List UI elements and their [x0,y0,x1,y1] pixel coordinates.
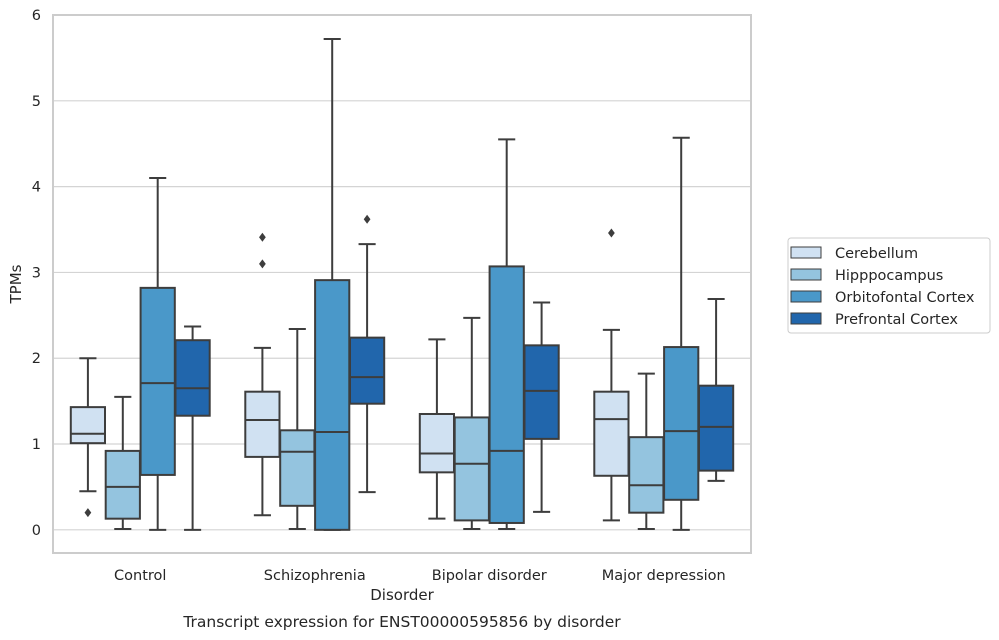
box-body [174,339,211,417]
box-body [314,279,351,531]
x-tick-label: Control [114,568,166,584]
box-orbitofontal-cortex [663,136,700,531]
outlier-point [363,214,371,224]
legend-swatch [790,290,822,303]
x-tick-label: Major depression [602,568,726,584]
box-hipppocampus [628,372,665,530]
box-body [244,390,281,458]
box-prefrontal-cortex [174,325,211,531]
y-tick-label: 3 [32,265,41,281]
box-body [348,336,386,405]
boxes [69,38,735,531]
box-orbitofontal-cortex [139,177,176,531]
legend-label: Prefrontal Cortex [835,312,958,328]
outlier-point [608,228,615,238]
legend-swatch [790,246,822,259]
box-body [418,412,456,474]
box-body [593,390,630,477]
box-prefrontal-cortex [348,214,386,494]
legend-swatch [790,312,822,325]
outlier-point [259,259,266,269]
y-tick-label: 0 [32,523,41,539]
box-cerebellum [69,357,107,518]
y-tick-label: 6 [32,8,41,24]
box-body [697,384,735,472]
legend-label: Cerebellum [835,246,918,262]
x-tick-label: Bipolar disorder [432,568,547,584]
box-orbitofontal-cortex [314,38,351,531]
box-hipppocampus [104,395,141,530]
y-tick-label: 4 [32,180,41,196]
box-prefrontal-cortex [523,301,560,513]
y-tick-label: 5 [32,94,41,110]
box-body [279,429,316,507]
y-axis-label: TPMs [7,264,25,304]
y-tick-label: 1 [32,437,41,453]
chart-caption: Transcript expression for ENST0000059585… [182,613,621,631]
x-tick-label: Schizophrenia [264,568,366,584]
box-body [628,436,665,514]
box-prefrontal-cortex [697,298,735,482]
box-body [139,286,176,476]
box-body [69,406,107,445]
plot-area-frame [52,14,752,554]
box-cerebellum [418,338,456,520]
box-orbitofontal-cortex [488,138,525,530]
x-axis-label: Disorder [370,586,434,604]
outlier-point [259,232,266,242]
box-hipppocampus [279,328,316,530]
x-tick-labels: Control Schizophrenia Bipolar disorder Majo… [114,568,726,584]
legend: Cerebellum Hipppocampus Orbitofontal Corte… [787,237,991,334]
box-body [488,265,525,524]
legend-swatch [790,268,822,281]
legend-frame [787,237,991,334]
legend-label: Orbitofontal Cortex [835,290,975,306]
legend-label: Hipppocampus [835,268,943,284]
box-body [523,344,560,440]
box-body [453,416,490,522]
box-body [663,346,700,501]
box-hipppocampus [453,316,490,530]
box-body [104,449,141,520]
box-cerebellum [244,232,281,517]
y-tick-label: 2 [32,351,41,367]
outlier-point [84,508,92,518]
box-cerebellum [593,228,630,522]
y-tick-labels: 0 1 2 3 4 5 6 [32,8,41,539]
